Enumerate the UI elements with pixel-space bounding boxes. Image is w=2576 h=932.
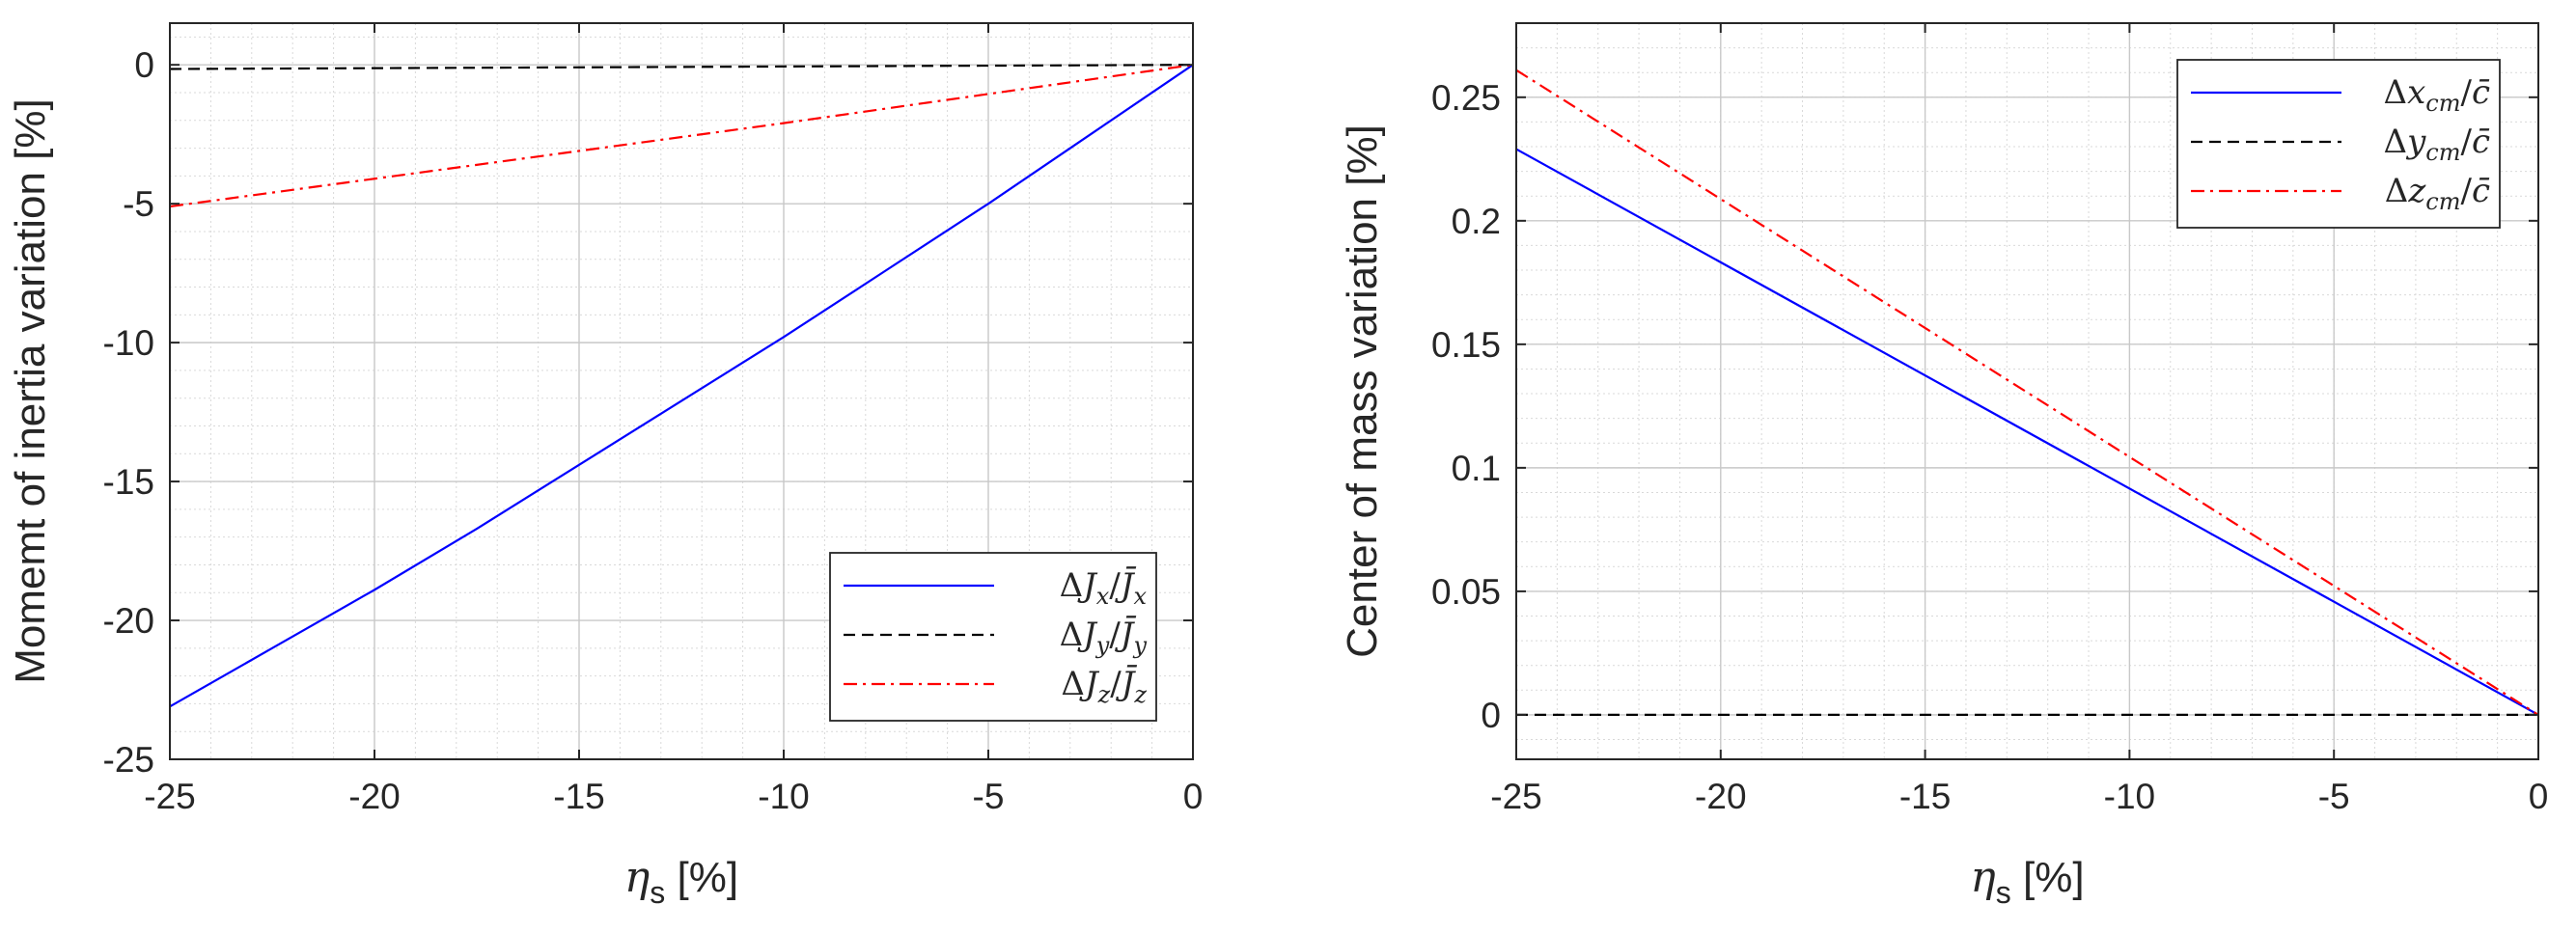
series-line-1 (169, 64, 1194, 708)
x-tick-label: 0 (2529, 777, 2549, 816)
y-tick-label: 0.15 (1431, 325, 1501, 365)
legend: Δxcm/c̄ Δycm/c̄ Δzcm/c̄ (2176, 59, 2501, 229)
chart-panel-1: -25 -20 -15 -10 -5 0 0 -5 -10 -15 -20 -25 ηs [%] Mome… (7, 22, 1204, 910)
legend-box (2176, 59, 2501, 229)
y-tick-label: 0.1 (1452, 449, 1501, 488)
x-tick-label: 0 (1183, 777, 1204, 816)
x-tick-label: -5 (973, 777, 1005, 816)
y-tick-label: 0.25 (1431, 78, 1501, 118)
x-axis-label: ηs [%] (1970, 853, 2084, 910)
y-tick-label: 0 (1481, 696, 1501, 735)
y-tick-label: 0 (134, 45, 154, 85)
x-axis-label: ηs [%] (624, 853, 738, 910)
y-tick-label: -25 (103, 740, 154, 780)
axes-box (1515, 22, 2539, 760)
x-tick-label: -5 (2318, 777, 2350, 816)
chart-panel-2: -25 -20 -15 -10 -5 0 0 0.05 0.1 0.15 0.2 0.25 ηs [%]… (1339, 22, 2549, 910)
grid (1515, 22, 2539, 759)
series-line-2 (169, 64, 1194, 70)
x-tick-label: -20 (1695, 777, 1746, 816)
x-tick-label: -10 (758, 777, 809, 816)
legend-label-1: ΔJx/J̄x (1060, 565, 1148, 610)
legend-label-3: Δzcm/c̄ (2385, 172, 2490, 215)
legend: ΔJx/J̄x ΔJy/J̄y ΔJz/J̄z (829, 552, 1157, 722)
x-tick-label: -25 (1490, 777, 1541, 816)
y-tick-label: 0.2 (1452, 202, 1501, 241)
y-tick-label: -10 (103, 323, 154, 363)
y-tick-label: 0.05 (1431, 572, 1501, 612)
y-tick-label: -5 (123, 184, 154, 224)
series-line-3 (169, 64, 1194, 208)
x-tick-label: -10 (2104, 777, 2155, 816)
legend-label-3: ΔJz/J̄z (1061, 664, 1147, 708)
series-line-3 (1515, 69, 2539, 716)
y-axis-label: Momemt of inertia variation [%] (7, 98, 54, 683)
x-tick-label: -15 (1899, 777, 1951, 816)
series-line-1 (1515, 148, 2539, 716)
x-tick-label: -20 (348, 777, 400, 816)
y-tick-label: -20 (103, 601, 154, 641)
y-axis-label: Center of mass variation [%] (1339, 124, 1386, 658)
y-tick-label: -15 (103, 462, 154, 502)
x-tick-label: -15 (553, 777, 604, 816)
legend-label-2: ΔJy/J̄y (1060, 615, 1148, 659)
axes-box (169, 22, 1194, 760)
legend-label-1: Δxcm/c̄ (2384, 73, 2490, 117)
x-tick-label: -25 (144, 777, 195, 816)
legend-label-2: Δycm/c̄ (2384, 123, 2491, 166)
legend-box (829, 552, 1157, 722)
